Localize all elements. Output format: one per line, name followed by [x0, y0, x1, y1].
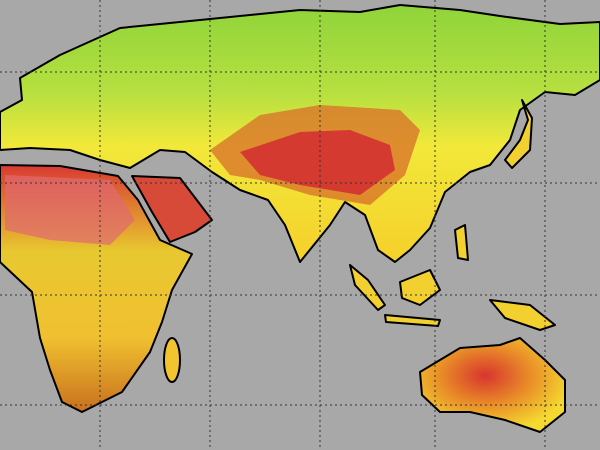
java	[384, 314, 441, 327]
sumatra	[349, 264, 386, 311]
arabia	[131, 175, 213, 243]
tibet	[240, 130, 395, 195]
madagascar	[163, 337, 181, 383]
new-guinea	[489, 299, 556, 331]
australia	[419, 337, 566, 433]
sahara	[5, 175, 135, 245]
japan	[504, 99, 533, 169]
philippines	[454, 224, 469, 261]
